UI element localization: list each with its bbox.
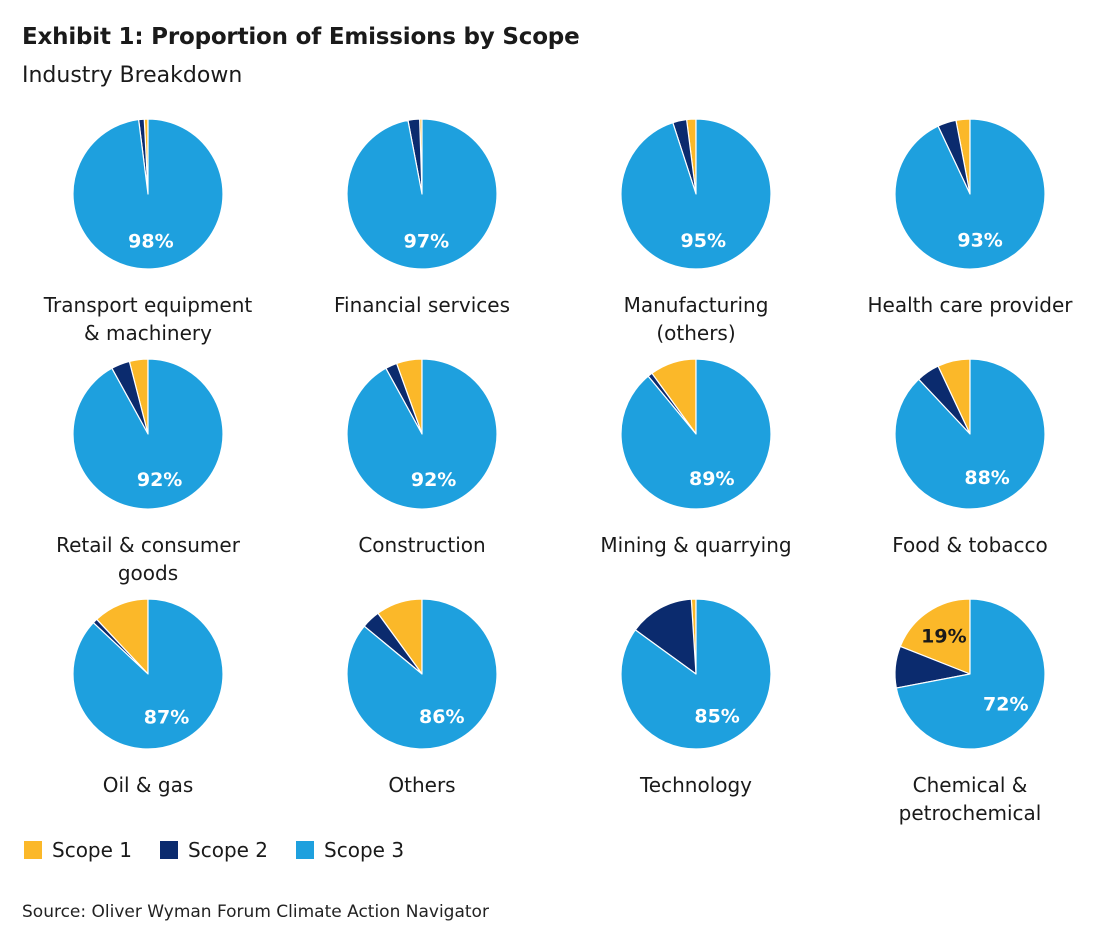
data-label-scope3-transport-equipment-machinery: 98% xyxy=(128,230,173,252)
category-label-retail-consumer-goods: Retail & consumer goods xyxy=(56,533,240,585)
pie-manufacturing-others: 95% xyxy=(620,118,772,270)
category-label-manufacturing-others: Manufacturing (others) xyxy=(623,293,769,345)
category-label-mining-quarrying: Mining & quarrying xyxy=(600,533,792,557)
legend-item-scope2: Scope 2 xyxy=(160,838,268,862)
slice-scope3-transport-equipment-machinery xyxy=(72,118,224,270)
source-note: Source: Oliver Wyman Forum Climate Actio… xyxy=(22,902,489,922)
legend: Scope 1 Scope 2 Scope 3 xyxy=(24,838,432,862)
data-label-scope3-health-care-provider: 93% xyxy=(957,229,1002,251)
slice-scope3-mining-quarrying xyxy=(620,358,772,510)
category-label-health-care-provider: Health care provider xyxy=(867,293,1073,317)
data-label-scope3-construction: 92% xyxy=(411,469,456,491)
slice-scope3-others xyxy=(346,598,498,750)
category-label-financial-services: Financial services xyxy=(334,293,510,317)
category-label-technology: Technology xyxy=(639,773,753,797)
slice-scope3-oil-gas xyxy=(72,598,224,750)
slice-scope3-technology xyxy=(620,598,772,750)
legend-label-scope3: Scope 3 xyxy=(324,838,405,862)
legend-swatch-scope2 xyxy=(160,841,179,859)
pie-chemical-petrochemical: 19% 72% xyxy=(894,598,1046,750)
pie-food-tobacco: 88% xyxy=(894,358,1046,510)
legend-label-scope2: Scope 2 xyxy=(188,838,269,862)
data-label-scope3-others: 86% xyxy=(419,706,464,728)
pie-technology: 85% xyxy=(620,598,772,750)
category-label-oil-gas: Oil & gas xyxy=(102,773,194,797)
slice-scope3-food-tobacco xyxy=(894,358,1046,510)
category-label-construction: Construction xyxy=(358,533,486,557)
pie-health-care-provider: 93% xyxy=(894,118,1046,270)
data-label-scope3-mining-quarrying: 89% xyxy=(689,468,734,490)
legend-swatch-scope1 xyxy=(24,841,42,859)
slice-scope3-health-care-provider xyxy=(894,118,1046,270)
pie-retail-consumer-goods: 92% xyxy=(72,358,224,510)
data-label-scope3-technology: 85% xyxy=(694,705,739,727)
data-label-scope3-financial-services: 97% xyxy=(404,230,449,252)
data-label-scope3-retail-consumer-goods: 92% xyxy=(137,469,182,491)
data-label-scope3-food-tobacco: 88% xyxy=(964,467,1009,489)
slice-scope3-financial-services xyxy=(346,118,498,270)
chart-subtitle: Industry Breakdown xyxy=(22,63,243,88)
pie-others: 86% xyxy=(346,598,498,750)
slice-scope3-chemical-petrochemical xyxy=(895,598,1046,750)
slice-scope3-manufacturing-others xyxy=(620,118,772,270)
legend-item-scope3: Scope 3 xyxy=(296,838,404,862)
pie-mining-quarrying: 89% xyxy=(620,358,772,510)
data-label-scope1-chemical-petrochemical: 19% xyxy=(921,626,966,648)
legend-label-scope1: Scope 1 xyxy=(52,838,133,862)
category-label-transport-equipment-machinery: Transport equipment & machinery xyxy=(43,293,253,345)
slice-scope1-chemical-petrochemical xyxy=(899,598,971,675)
category-label-food-tobacco: Food & tobacco xyxy=(892,533,1048,557)
chart-title: Exhibit 1: Proportion of Emissions by Sc… xyxy=(22,24,580,50)
data-label-scope3-manufacturing-others: 95% xyxy=(681,230,726,252)
category-label-chemical-petrochemical: Chemical & petrochemical xyxy=(898,773,1042,825)
legend-swatch-scope3 xyxy=(296,841,315,859)
pie-transport-equipment-machinery: 98% xyxy=(72,118,224,270)
pie-oil-gas: 87% xyxy=(72,598,224,750)
pie-financial-services: 97% xyxy=(346,118,498,270)
data-label-scope3-oil-gas: 87% xyxy=(144,707,189,729)
slice-scope2-technology xyxy=(634,598,697,675)
slice-scope3-construction xyxy=(346,358,498,510)
data-label-scope3-chemical-petrochemical: 72% xyxy=(983,694,1028,716)
slice-scope3-retail-consumer-goods xyxy=(72,358,224,510)
pie-construction: 92% xyxy=(346,358,498,510)
legend-item-scope1: Scope 1 xyxy=(24,838,132,862)
category-label-others: Others xyxy=(388,773,456,797)
